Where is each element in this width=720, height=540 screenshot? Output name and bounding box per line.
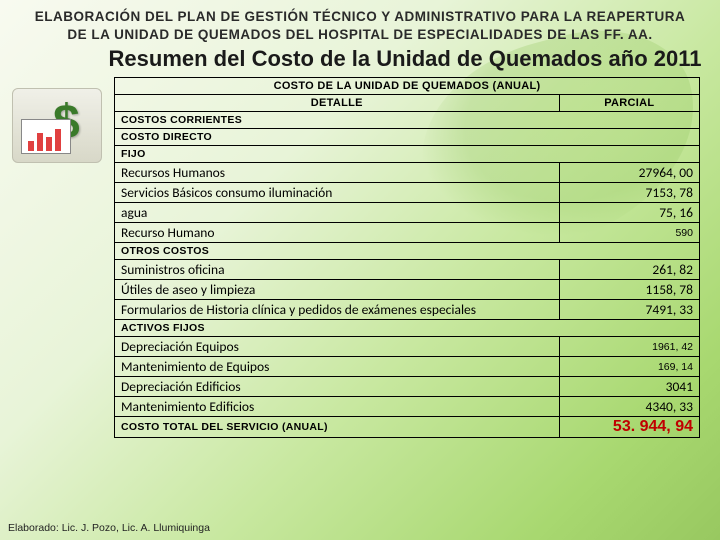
footer-credits: Elaborado: Lic. J. Pozo, Lic. A. Llumiqu… (8, 522, 210, 534)
row-value: 7491, 33 (559, 300, 699, 320)
col-header-parcial: PARCIAL (559, 95, 699, 112)
row-label: Recurso Humano (115, 223, 560, 243)
subtitle: Resumen del Costo de la Unidad de Quemad… (14, 47, 706, 71)
row-label: Depreciación Equipos (115, 337, 560, 357)
total-label: COSTO TOTAL DEL SERVICIO (ANUAL) (115, 417, 560, 438)
section-costos-corrientes: COSTOS CORRIENTES (115, 112, 700, 129)
row-label: Mantenimiento Edificios (115, 397, 560, 417)
row-value: 261, 82 (559, 260, 699, 280)
col-header-detalle: DETALLE (115, 95, 560, 112)
total-value: 53. 944, 94 (559, 417, 699, 438)
row-label: Servicios Básicos consumo iluminación (115, 183, 560, 203)
section-otros-costos: OTROS COSTOS (115, 243, 700, 260)
row-value: 1158, 78 (559, 280, 699, 300)
cost-table: COSTO DE LA UNIDAD DE QUEMADOS (ANUAL) D… (114, 77, 700, 438)
main-title: ELABORACIÓN DEL PLAN DE GESTIÓN TÉCNICO … (14, 8, 706, 47)
row-label: agua (115, 203, 560, 223)
row-label: Mantenimiento de Equipos (115, 357, 560, 377)
row-value: 75, 16 (559, 203, 699, 223)
row-value: 7153, 78 (559, 183, 699, 203)
row-value: 4340, 33 (559, 397, 699, 417)
row-value: 27964, 00 (559, 163, 699, 183)
table-caption: COSTO DE LA UNIDAD DE QUEMADOS (ANUAL) (115, 78, 700, 95)
row-value: 3041 (559, 377, 699, 397)
row-label: Formularios de Historia clínica y pedido… (115, 300, 560, 320)
row-value: 590 (559, 223, 699, 243)
section-activos-fijos: ACTIVOS FIJOS (115, 320, 700, 337)
section-fijo: FIJO (115, 146, 700, 163)
row-label: Depreciación Edificios (115, 377, 560, 397)
row-value: 169, 14 (559, 357, 699, 377)
row-label: Suministros oficina (115, 260, 560, 280)
row-value: 1961, 42 (559, 337, 699, 357)
section-costo-directo: COSTO DIRECTO (115, 129, 700, 146)
row-label: Útiles de aseo y limpieza (115, 280, 560, 300)
row-label: Recursos Humanos (115, 163, 560, 183)
